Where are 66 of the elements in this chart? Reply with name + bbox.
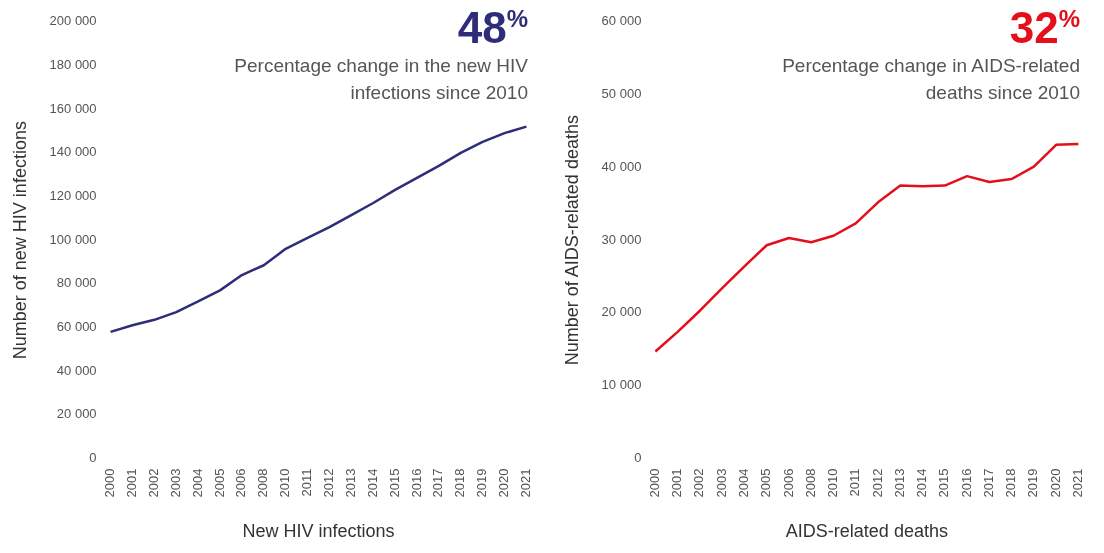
x-tick-label: 2004 xyxy=(736,468,751,498)
x-tick-label: 2001 xyxy=(124,468,140,498)
y-tick-label: 60 000 xyxy=(56,319,97,335)
x-tick-label: 2014 xyxy=(914,468,930,498)
x-tick-label: 2006 xyxy=(233,468,249,498)
y-tick-label: 200 000 xyxy=(49,13,97,29)
x-tick-label: 2011 xyxy=(847,468,863,497)
chart-title: 32$^{%}$ xyxy=(1008,3,1080,52)
x-tick-label: 2020 xyxy=(496,468,512,498)
y-tick-label: 180 000 xyxy=(49,57,97,73)
x-tick-label: 2003 xyxy=(713,468,729,498)
x-tick-label: 2018 xyxy=(1003,468,1019,498)
y-tick-label: 60 000 xyxy=(601,13,642,29)
x-tick-label: 2013 xyxy=(891,468,907,498)
x-tick-label: 2003 xyxy=(167,468,183,498)
y-tick-label: 0 xyxy=(634,450,642,466)
y-axis-title: Number of new HIV infections xyxy=(9,121,30,360)
x-tick-label: 2012 xyxy=(869,468,885,498)
y-tick-label: 80 000 xyxy=(56,275,97,291)
x-tick-label: 2010 xyxy=(277,468,293,498)
x-tick-label: 2005 xyxy=(758,468,774,498)
x-tick-label: 2014 xyxy=(364,468,380,498)
x-tick-label: 2017 xyxy=(980,468,996,498)
x-tick-label: 2020 xyxy=(1047,468,1063,498)
x-tick-label: 2017 xyxy=(430,468,446,498)
x-tick-label: 2021 xyxy=(517,468,533,498)
x-tick-label: 2012 xyxy=(321,468,337,498)
x-tick-label: 2015 xyxy=(386,468,402,498)
x-tick-label: 2013 xyxy=(342,468,358,498)
x-axis-title: New HIV infections xyxy=(242,521,395,542)
text: Percentage change in the new HIV infections since 2010 xyxy=(233,54,528,105)
y-tick-label: 30 000 xyxy=(601,231,642,247)
y-tick-label: 160 000 xyxy=(49,100,97,116)
x-tick-label: 2016 xyxy=(408,468,424,498)
x-tick-label: 2004 xyxy=(189,468,205,498)
y-tick-label: 120 000 xyxy=(49,188,97,204)
x-axis-title: AIDS-related deaths xyxy=(785,521,948,542)
y-tick-label: 20 000 xyxy=(56,406,97,422)
y-tick-label: 10 000 xyxy=(601,377,642,393)
x-tick-label: 2019 xyxy=(1025,468,1041,498)
x-tick-label: 2002 xyxy=(691,468,707,498)
x-tick-label: 2002 xyxy=(145,468,161,498)
x-tick-label: 2005 xyxy=(211,468,227,498)
y-tick-label: 40 000 xyxy=(601,158,642,174)
y-tick-label: 100 000 xyxy=(49,231,97,247)
text: Percentage change in AIDS-related deaths since 2010 xyxy=(781,54,1080,105)
y-tick-label: 50 000 xyxy=(601,86,642,102)
x-tick-label: 2000 xyxy=(646,468,662,498)
x-tick-label: 2000 xyxy=(102,468,118,498)
x-tick-label: 2008 xyxy=(255,468,271,498)
y-tick-label: 0 xyxy=(89,450,97,466)
y-tick-label: 140 000 xyxy=(49,144,97,160)
x-tick-label: 2016 xyxy=(958,468,974,498)
x-tick-label: 2021 xyxy=(1069,468,1085,498)
x-tick-label: 2006 xyxy=(780,468,796,498)
x-tick-label: 2015 xyxy=(936,468,952,498)
x-tick-label: 2010 xyxy=(825,468,841,498)
y-tick-label: 20 000 xyxy=(601,304,642,320)
x-tick-label: 2008 xyxy=(802,468,818,498)
x-tick-label: 2011 xyxy=(299,468,315,497)
y-axis-title: Number of AIDS-related deaths xyxy=(561,115,582,366)
x-tick-label: 2001 xyxy=(669,468,685,498)
x-tick-label: 2019 xyxy=(474,468,490,498)
x-tick-label: 2018 xyxy=(452,468,468,498)
chart-title: 48$^{%}$ xyxy=(456,3,528,52)
y-tick-label: 40 000 xyxy=(56,362,97,378)
